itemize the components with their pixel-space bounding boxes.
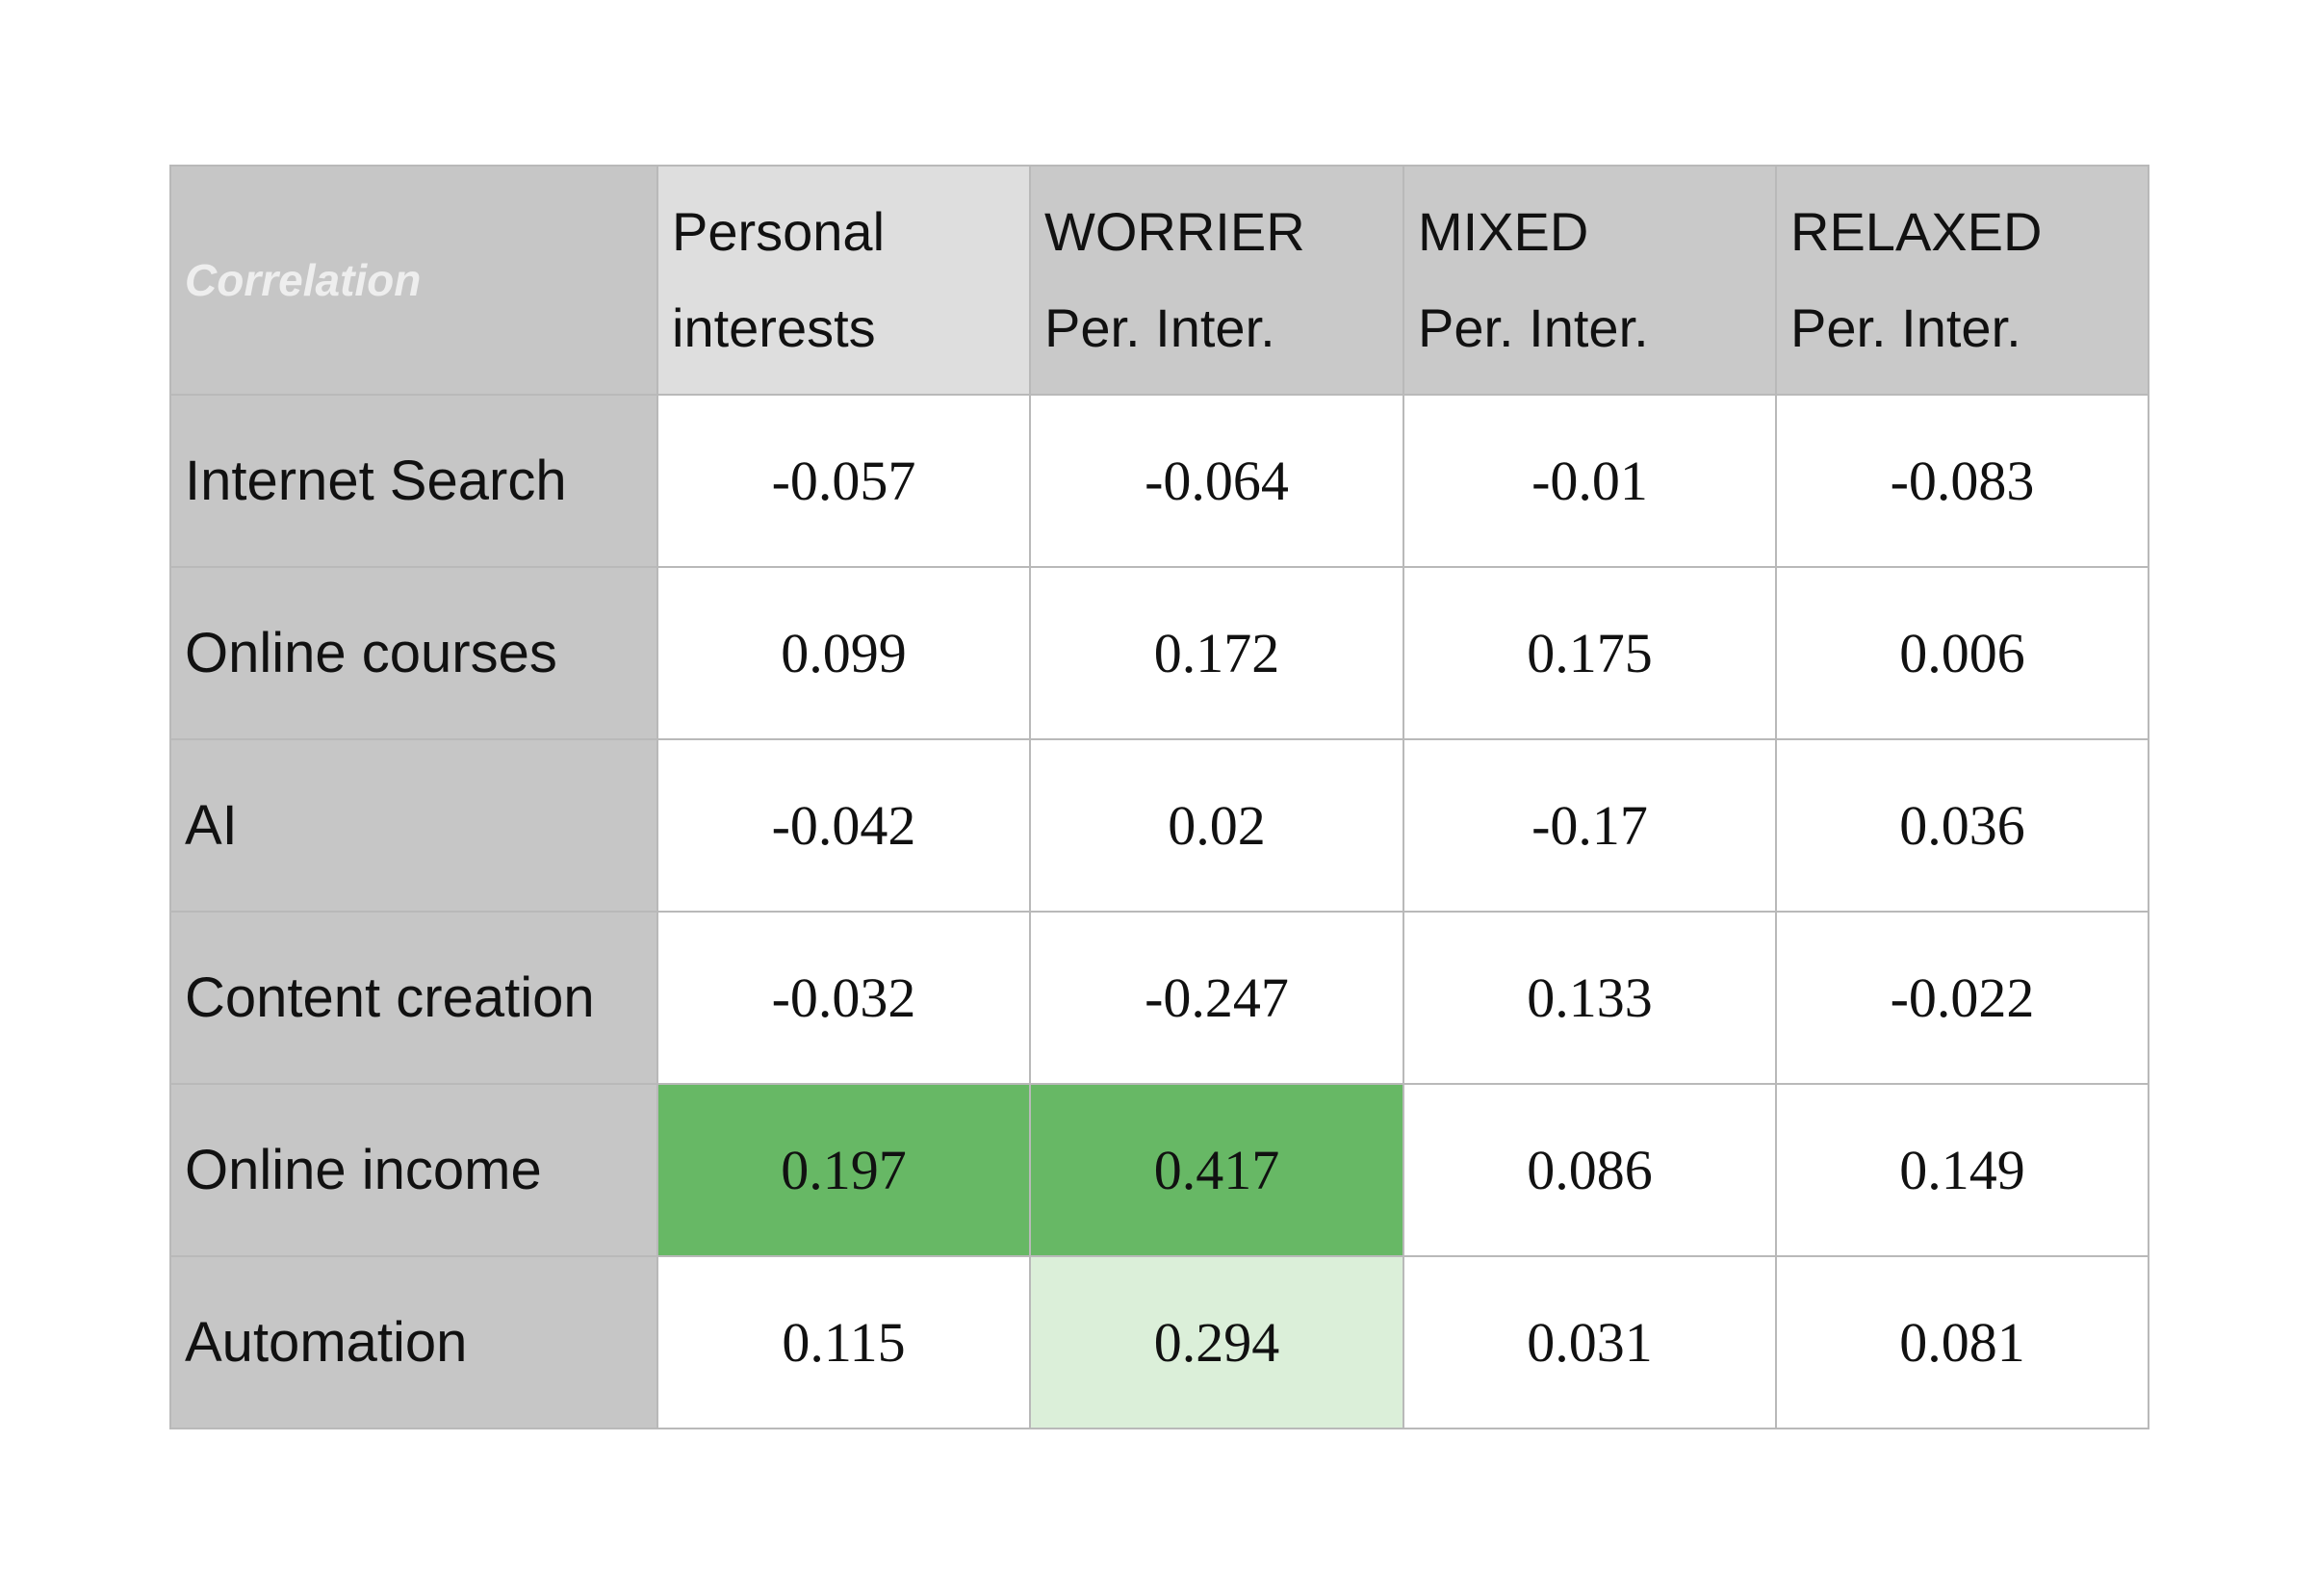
column-header-line: WORRIER xyxy=(1044,201,1305,262)
header-row: Correlation Personal interests WORRIER Per.… xyxy=(169,165,2149,396)
table-cell: -0.032 xyxy=(656,911,1031,1085)
column-header: MIXED Per. Inter. xyxy=(1402,165,1777,396)
row-label: Internet Search xyxy=(169,394,658,568)
column-header-line: interests xyxy=(672,297,876,358)
table-row: Internet Search -0.057 -0.064 -0.01 -0.083 xyxy=(169,394,2149,568)
row-label: Online courses xyxy=(169,566,658,740)
corner-label: Correlation xyxy=(169,165,658,396)
table-cell: -0.064 xyxy=(1029,394,1404,568)
column-header-line: Per. Inter. xyxy=(1418,297,1649,358)
table-cell: -0.247 xyxy=(1029,911,1404,1085)
table-cell: 0.149 xyxy=(1775,1083,2149,1257)
column-header-line: RELAXED xyxy=(1790,201,2043,262)
correlation-table: Correlation Personal interests WORRIER Per.… xyxy=(169,165,2149,1429)
table-cell: 0.031 xyxy=(1402,1255,1777,1429)
table-cell: -0.01 xyxy=(1402,394,1777,568)
table-cell: 0.133 xyxy=(1402,911,1777,1085)
column-header-line: Personal xyxy=(672,201,886,262)
table-row: Content creation -0.032 -0.247 0.133 -0.022 xyxy=(169,911,2149,1085)
row-label: Online income xyxy=(169,1083,658,1257)
table-cell: 0.086 xyxy=(1402,1083,1777,1257)
column-header-line: MIXED xyxy=(1418,201,1589,262)
table-cell: 0.172 xyxy=(1029,566,1404,740)
column-header-line: Per. Inter. xyxy=(1044,297,1275,358)
table-cell: 0.081 xyxy=(1775,1255,2149,1429)
table-body: Internet Search -0.057 -0.064 -0.01 -0.083 On… xyxy=(169,394,2149,1429)
table-cell: -0.057 xyxy=(656,394,1031,568)
table-cell: -0.083 xyxy=(1775,394,2149,568)
column-header: Personal interests xyxy=(656,165,1031,396)
table-cell: 0.006 xyxy=(1775,566,2149,740)
table-cell: 0.115 xyxy=(656,1255,1031,1429)
table-row: Online courses 0.099 0.172 0.175 0.006 xyxy=(169,566,2149,740)
row-label: Content creation xyxy=(169,911,658,1085)
table-cell: 0.099 xyxy=(656,566,1031,740)
row-label: AI xyxy=(169,738,658,913)
table-cell: 0.175 xyxy=(1402,566,1777,740)
table-cell: -0.022 xyxy=(1775,911,2149,1085)
table-row: AI -0.042 0.02 -0.17 0.036 xyxy=(169,738,2149,913)
row-label: Automation xyxy=(169,1255,658,1429)
table-cell: 0.02 xyxy=(1029,738,1404,913)
table-cell: 0.417 xyxy=(1029,1083,1404,1257)
table-cell: 0.197 xyxy=(656,1083,1031,1257)
table-row: Online income 0.197 0.417 0.086 0.149 xyxy=(169,1083,2149,1257)
column-header: WORRIER Per. Inter. xyxy=(1029,165,1404,396)
column-header: RELAXED Per. Inter. xyxy=(1775,165,2149,396)
table-cell: -0.042 xyxy=(656,738,1031,913)
table-cell: 0.036 xyxy=(1775,738,2149,913)
table-cell: -0.17 xyxy=(1402,738,1777,913)
table-cell: 0.294 xyxy=(1029,1255,1404,1429)
column-header-line: Per. Inter. xyxy=(1790,297,2021,358)
table-row: Automation 0.115 0.294 0.031 0.081 xyxy=(169,1255,2149,1429)
